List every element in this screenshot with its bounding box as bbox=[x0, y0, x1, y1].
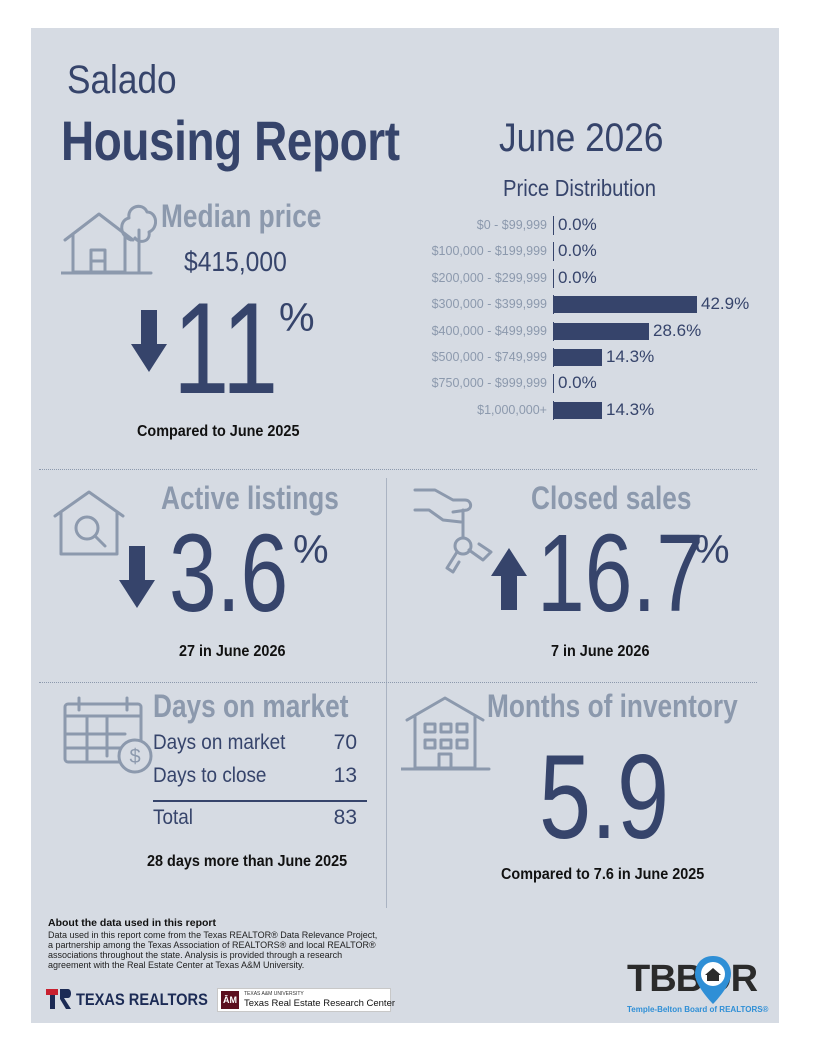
bar-axis bbox=[553, 400, 554, 420]
texas-realtors-text: TEXAS REALTORS bbox=[76, 990, 208, 1009]
days-on-market-note: 28 days more than June 2025 bbox=[147, 853, 348, 870]
bar-axis bbox=[553, 374, 554, 394]
apartment-building-icon bbox=[401, 696, 491, 771]
bar-axis bbox=[553, 295, 554, 315]
active-listings-note: 27 in June 2026 bbox=[179, 643, 286, 660]
city-name: Salado bbox=[67, 58, 177, 102]
report-card: Salado Housing Report June 2026 Median p… bbox=[31, 28, 779, 1023]
texas-realtors-logo: TEXAS REALTORS bbox=[46, 988, 208, 1012]
row-value: 70 bbox=[333, 731, 357, 754]
divider bbox=[39, 469, 757, 470]
bar-axis bbox=[553, 268, 554, 288]
price-distribution-value: 42.9% bbox=[701, 294, 750, 314]
price-distribution-row: $750,000 - $999,999 0.0% bbox=[31, 373, 779, 395]
median-price-comparison: Compared to June 2025 bbox=[137, 423, 300, 440]
divider-vertical bbox=[386, 478, 387, 908]
hand-keys-icon bbox=[413, 488, 493, 574]
price-distribution-bar bbox=[554, 296, 697, 314]
price-distribution-row: $100,000 - $199,999 0.0% bbox=[31, 241, 779, 263]
months-inventory-note: Compared to 7.6 in June 2025 bbox=[501, 866, 705, 883]
months-inventory-title: Months of inventory bbox=[487, 688, 738, 724]
median-price-title: Median price bbox=[161, 198, 322, 234]
closed-sales-note: 7 in June 2026 bbox=[551, 643, 650, 660]
price-distribution-value: 14.3% bbox=[606, 347, 655, 366]
price-range-label: $750,000 - $999,999 bbox=[431, 376, 547, 391]
price-distribution-value: 28.6% bbox=[653, 320, 702, 340]
price-range-label: $1,000,000+ bbox=[477, 402, 547, 417]
days-on-market-title: Days on market bbox=[153, 688, 349, 724]
row-value: 13 bbox=[333, 764, 357, 787]
calendar-dollar-icon: $ bbox=[63, 696, 153, 774]
tamu-mark: ĀM bbox=[221, 991, 239, 1009]
arrow-down-icon bbox=[119, 546, 155, 608]
about-text: Data used in this report come from the T… bbox=[48, 930, 378, 970]
bar-axis bbox=[553, 216, 554, 235]
house-search-icon bbox=[53, 490, 125, 556]
svg-text:$: $ bbox=[129, 746, 140, 768]
price-distribution-row: $1,000,000+ 14.3% bbox=[31, 400, 779, 422]
price-distribution-row: $500,000 - $749,999 14.3% bbox=[31, 347, 779, 369]
price-distribution-bar bbox=[554, 349, 602, 366]
tbbor-wordmark: TBBOR bbox=[627, 958, 758, 1001]
row-label: Days to close bbox=[153, 764, 267, 787]
tbbor-logo: TBBOR Temple-Belton Board of REALTORS® bbox=[627, 956, 771, 1018]
divider bbox=[39, 682, 757, 683]
price-range-label: $300,000 - $399,999 bbox=[431, 297, 547, 312]
median-price-value: $415,000 bbox=[184, 246, 287, 277]
price-distribution-title: Price Distribution bbox=[503, 175, 656, 201]
row-label: Days on market bbox=[153, 731, 286, 754]
price-distribution-value: 0.0% bbox=[558, 373, 597, 393]
texas-realtors-mark bbox=[46, 989, 71, 1009]
price-distribution-value: 14.3% bbox=[606, 399, 655, 419]
closed-sales-change: 16.7 bbox=[537, 512, 704, 635]
price-range-label: $100,000 - $199,999 bbox=[431, 244, 547, 259]
bar-axis bbox=[553, 321, 554, 341]
price-distribution-bar bbox=[554, 322, 649, 340]
price-distribution-value: 0.0% bbox=[558, 267, 597, 287]
map-pin-house-icon bbox=[695, 956, 731, 1004]
months-inventory-value: 5.9 bbox=[539, 730, 670, 864]
price-distribution-row: $200,000 - $299,999 0.0% bbox=[31, 268, 779, 290]
median-price-change-unit: % bbox=[279, 296, 315, 340]
tamu-logo: ĀM TEXAS A&M UNIVERSITY Texas Real Estat… bbox=[217, 988, 395, 1012]
report-title: Housing Report bbox=[61, 109, 400, 172]
median-price-change: 11 bbox=[173, 275, 279, 421]
tamu-small-text: TEXAS A&M UNIVERSITY bbox=[244, 991, 304, 997]
tbbor-wordmark-text: TBBOR bbox=[627, 958, 758, 1000]
price-range-label: $400,000 - $499,999 bbox=[431, 323, 547, 338]
price-range-label: $0 - $99,999 bbox=[476, 218, 547, 232]
price-distribution-row: $300,000 - $399,999 42.9% bbox=[31, 294, 779, 316]
bar-axis bbox=[553, 242, 554, 262]
house-tree-icon bbox=[61, 204, 157, 275]
active-listings-change-unit: % bbox=[293, 528, 329, 572]
price-range-label: $200,000 - $299,999 bbox=[431, 270, 547, 285]
arrow-down-icon bbox=[131, 310, 167, 372]
closed-sales-change-unit: % bbox=[694, 528, 730, 572]
price-distribution-row: $0 - $99,999 0.0% bbox=[31, 215, 779, 237]
price-distribution-value: 0.0% bbox=[558, 215, 597, 234]
price-range-label: $500,000 - $749,999 bbox=[431, 350, 547, 364]
report-period: June 2026 bbox=[499, 116, 664, 160]
total-label: Total bbox=[153, 806, 193, 829]
arrow-up-icon bbox=[491, 548, 527, 610]
price-distribution-value: 0.0% bbox=[558, 241, 597, 261]
active-listings-change: 3.6 bbox=[169, 512, 289, 635]
active-listings-title: Active listings bbox=[161, 480, 339, 516]
bar-axis bbox=[553, 348, 554, 367]
closed-sales-title: Closed sales bbox=[531, 480, 692, 516]
tamu-center-text: Texas Real Estate Research Center bbox=[244, 998, 396, 1009]
price-distribution-row: $400,000 - $499,999 28.6% bbox=[31, 321, 779, 343]
price-distribution-bar bbox=[554, 401, 602, 419]
total-rule bbox=[153, 800, 367, 802]
about-title: About the data used in this report bbox=[48, 917, 217, 929]
tbbor-subtitle: Temple-Belton Board of REALTORS® bbox=[627, 1005, 769, 1014]
total-value: 83 bbox=[333, 806, 357, 829]
